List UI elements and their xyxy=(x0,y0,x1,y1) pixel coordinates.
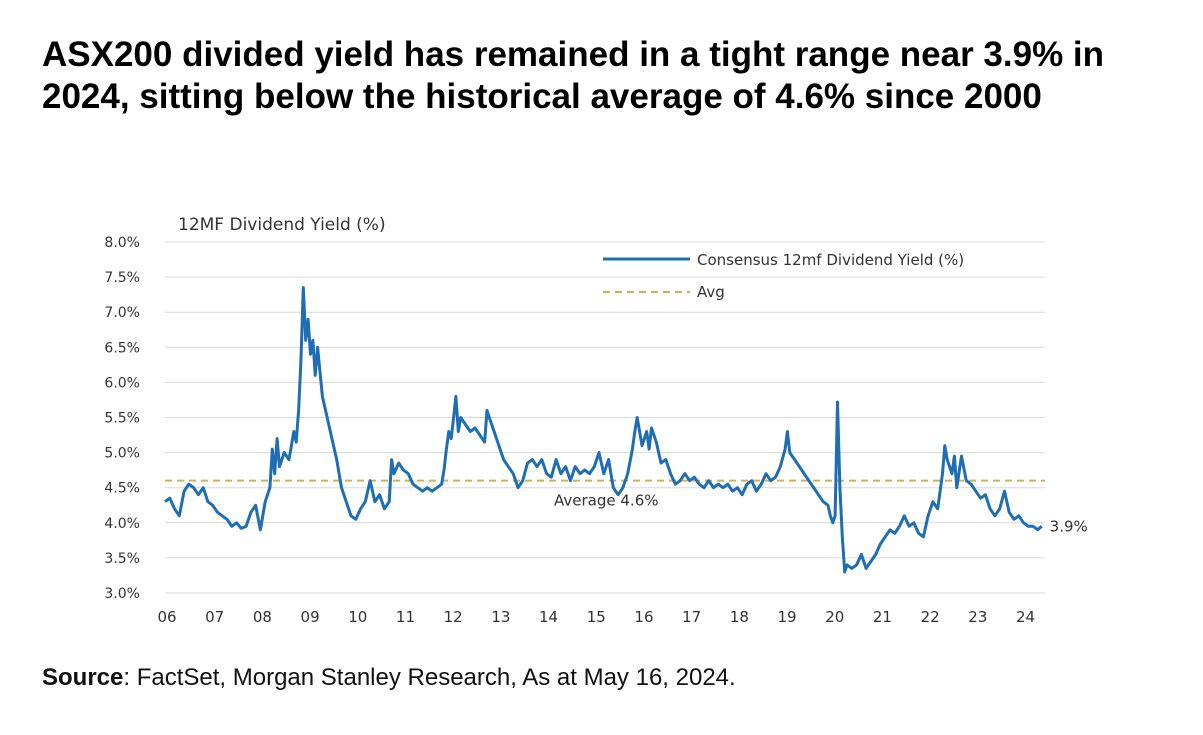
legend: Consensus 12mf Dividend Yield (%) Avg xyxy=(603,251,964,301)
x-tick-label: 10 xyxy=(348,608,367,626)
dividend-yield-chart: 3.0% 3.5% 4.0% 4.5% 5.0% 5.5% 6.0% 6.5% 7.0% 7.5%… xyxy=(104,215,1088,626)
y-tick-label: 8.0% xyxy=(104,235,140,251)
x-tick-label: 11 xyxy=(396,608,415,626)
average-annotation: Average 4.6% xyxy=(554,492,658,510)
y-tick-label: 6.0% xyxy=(104,375,140,391)
y-tick-label: 5.5% xyxy=(104,411,140,427)
source-text: : FactSet, Morgan Stanley Research, As a… xyxy=(123,664,736,691)
series-end-label: 3.9% xyxy=(1050,517,1088,535)
y-tick-label: 7.0% xyxy=(104,305,140,321)
x-tick-label: 09 xyxy=(301,608,320,626)
x-tick-label: 15 xyxy=(587,608,606,626)
x-tick-label: 19 xyxy=(778,608,797,626)
source-note: Source: FactSet, Morgan Stanley Research… xyxy=(42,664,736,692)
legend-series-label: Consensus 12mf Dividend Yield (%) xyxy=(697,251,964,269)
x-axis-ticks: 06 07 08 09 10 11 12 13 14 15 16 17 18 19 20 21 22 23 24 xyxy=(157,608,1035,626)
x-tick-label: 20 xyxy=(825,608,844,626)
x-tick-label: 12 xyxy=(444,608,463,626)
series-layer xyxy=(164,286,1043,574)
x-tick-label: 16 xyxy=(634,608,653,626)
x-tick-label: 17 xyxy=(682,608,701,626)
x-tick-label: 14 xyxy=(539,608,558,626)
dividend-yield-series-line xyxy=(164,286,1043,574)
legend-avg-label: Avg xyxy=(697,283,725,301)
headline: ASX200 divided yield has remained in a t… xyxy=(42,35,1105,116)
x-tick-label: 08 xyxy=(253,608,272,626)
y-axis-ticks: 3.0% 3.5% 4.0% 4.5% 5.0% 5.5% 6.0% 6.5% 7.0% 7.5%… xyxy=(104,235,140,602)
x-tick-label: 06 xyxy=(157,608,176,626)
x-tick-label: 18 xyxy=(730,608,749,626)
chart-container: 3.0% 3.5% 4.0% 4.5% 5.0% 5.5% 6.0% 6.5% 7.0% 7.5%… xyxy=(0,200,1203,640)
x-tick-label: 24 xyxy=(1016,608,1035,626)
x-tick-label: 22 xyxy=(921,608,940,626)
source-label: Source xyxy=(42,664,124,691)
x-tick-label: 07 xyxy=(205,608,224,626)
x-tick-label: 21 xyxy=(873,608,892,626)
y-tick-label: 3.0% xyxy=(104,586,140,602)
y-tick-label: 3.5% xyxy=(104,551,140,567)
x-tick-label: 23 xyxy=(968,608,987,626)
y-tick-label: 5.0% xyxy=(104,446,140,462)
chart-title: 12MF Dividend Yield (%) xyxy=(178,215,386,235)
y-tick-label: 4.0% xyxy=(104,516,140,532)
y-tick-label: 6.5% xyxy=(104,340,140,356)
grid-lines xyxy=(165,241,1045,594)
y-tick-label: 7.5% xyxy=(104,270,140,286)
x-tick-label: 13 xyxy=(491,608,510,626)
y-tick-label: 4.5% xyxy=(104,481,140,497)
